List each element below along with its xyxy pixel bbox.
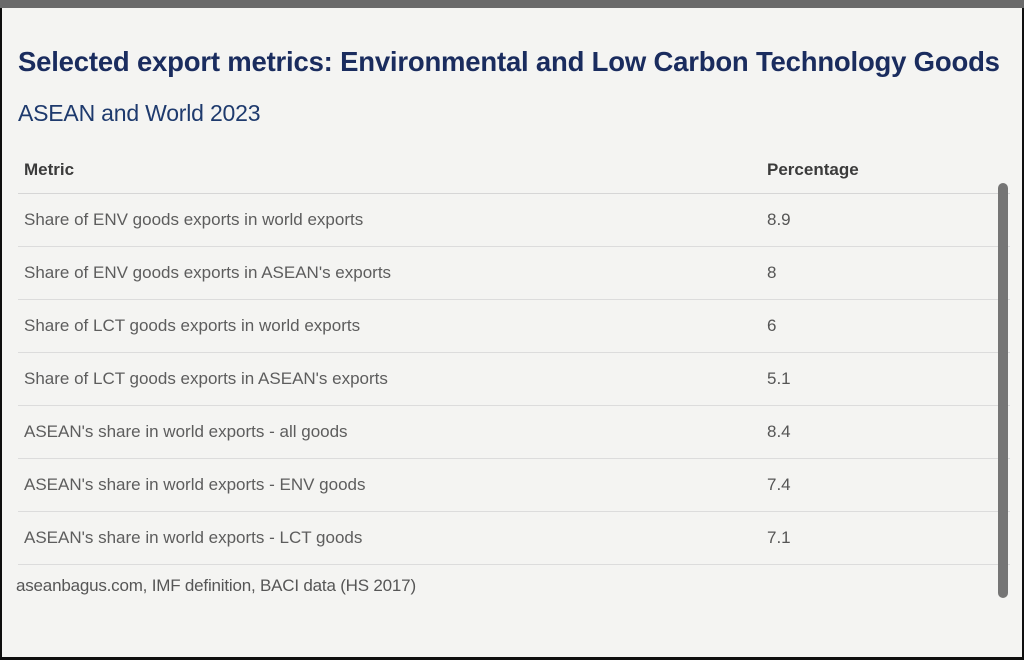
page-subtitle: ASEAN and World 2023 <box>18 100 261 126</box>
table-row: Share of LCT goods exports in world expo… <box>18 300 1010 353</box>
table-header-row: Metric Percentage <box>18 147 1010 194</box>
metric-value: 8.9 <box>767 210 791 229</box>
metric-label: ASEAN's share in world exports - ENV goo… <box>24 475 366 494</box>
vertical-scrollbar-thumb[interactable] <box>998 183 1008 598</box>
table-widget-page: Selected export metrics: Environmental a… <box>2 8 1022 657</box>
source-text: aseanbagus.com, IMF definition, BACI dat… <box>16 576 416 595</box>
metric-label: ASEAN's share in world exports - all goo… <box>24 422 348 441</box>
column-header-metric: Metric <box>24 160 75 179</box>
metric-value: 8.4 <box>767 422 791 441</box>
table-row: ASEAN's share in world exports - ENV goo… <box>18 459 1010 512</box>
metric-label: Share of LCT goods exports in world expo… <box>24 316 361 335</box>
metric-label: Share of LCT goods exports in ASEAN's ex… <box>24 369 388 388</box>
metric-label: ASEAN's share in world exports - LCT goo… <box>24 528 363 547</box>
metrics-table: Metric Percentage Share of ENV goods exp… <box>18 147 1010 565</box>
metric-value: 8 <box>767 263 777 282</box>
table-row: Share of LCT goods exports in ASEAN's ex… <box>18 353 1010 406</box>
metric-value: 7.1 <box>767 528 791 547</box>
table-row: ASEAN's share in world exports - all goo… <box>18 406 1010 459</box>
page-title: Selected export metrics: Environmental a… <box>18 46 1000 77</box>
table-row: Share of ENV goods exports in world expo… <box>18 194 1010 247</box>
metric-label: Share of ENV goods exports in world expo… <box>24 210 364 229</box>
metric-value: 6 <box>767 316 777 335</box>
source-footer: aseanbagus.com, IMF definition, BACI dat… <box>2 565 1022 607</box>
content-area: Selected export metrics: Environmental a… <box>2 8 1022 607</box>
metric-label: Share of ENV goods exports in ASEAN's ex… <box>24 263 392 282</box>
metric-value: 5.1 <box>767 369 791 388</box>
table-row: Share of ENV goods exports in ASEAN's ex… <box>18 247 1010 300</box>
window-top-bar <box>0 0 1024 8</box>
metric-value: 7.4 <box>767 475 791 494</box>
table-row: ASEAN's share in world exports - LCT goo… <box>18 512 1010 565</box>
column-header-percentage: Percentage <box>767 160 859 179</box>
